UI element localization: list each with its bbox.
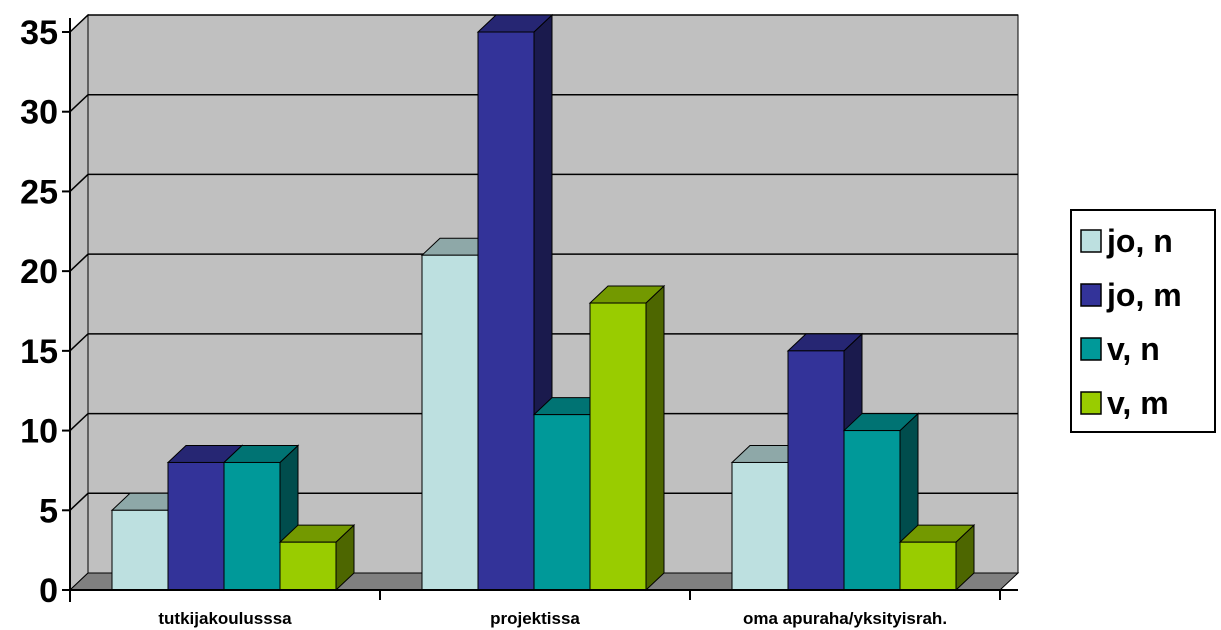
bar (898, 524, 976, 592)
y-tick-label: 0 (39, 572, 58, 610)
bar (278, 524, 356, 592)
legend-label: v, n (1107, 331, 1160, 367)
legend-item: jo, n (1080, 223, 1173, 259)
y-tick-label: 15 (20, 333, 58, 371)
legend-swatch (1080, 337, 1102, 361)
legend-swatch (1080, 391, 1102, 415)
legend-item: v, n (1080, 331, 1160, 367)
gridline (69, 14, 1018, 33)
y-tick-label: 10 (20, 413, 58, 451)
y-tick-label: 5 (39, 492, 58, 530)
gridline (69, 333, 1018, 352)
gridline (69, 412, 1018, 432)
axes (62, 18, 1018, 602)
legend-label: jo, n (1106, 223, 1173, 259)
gridline (69, 492, 1018, 511)
y-tick-label: 30 (20, 94, 58, 132)
legend: jo, n jo, m v, n v, m (1070, 209, 1216, 433)
gridline (69, 93, 1018, 113)
legend-swatch (1080, 283, 1102, 307)
gridline (69, 253, 1018, 272)
side-wall (69, 13, 89, 592)
legend-item: v, m (1080, 385, 1169, 421)
x-tick-label: oma apuraha/yksityisrah. (743, 609, 947, 628)
x-tick-label: projektissa (490, 609, 580, 628)
y-tick-label: 20 (20, 253, 58, 291)
x-tick-label: tutkijakoulusssa (158, 609, 292, 628)
bar (588, 284, 666, 592)
legend-label: jo, m (1106, 277, 1182, 313)
x-axis-ticks: tutkijakoulusssa projektissa oma apuraha/y… (158, 609, 947, 628)
gridline (69, 173, 1018, 192)
legend-item: jo, m (1080, 277, 1182, 313)
y-tick-label: 25 (20, 173, 58, 211)
legend-swatch (1080, 229, 1102, 253)
gridlines (69, 14, 1018, 511)
y-tick-label: 35 (20, 14, 58, 52)
y-axis-ticks: 0 5 10 15 20 25 30 35 (20, 14, 58, 610)
legend-label: v, m (1107, 385, 1169, 421)
